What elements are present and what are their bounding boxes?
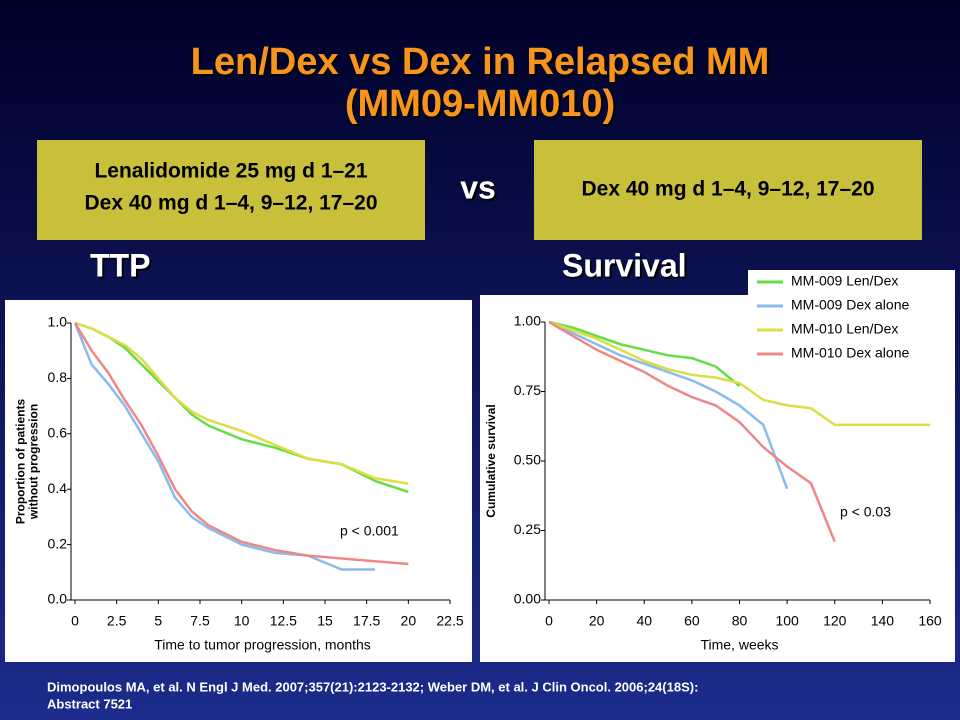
x-tick-label: 15 xyxy=(317,613,333,629)
x-tick-label: 100 xyxy=(775,613,799,629)
y-tick-label: 0.00 xyxy=(514,591,541,607)
y-tick-label: 0.4 xyxy=(48,480,68,496)
x-tick-label: 17.5 xyxy=(353,613,380,629)
y-tick-label: 0.2 xyxy=(48,535,68,551)
y-tick-label: 0.75 xyxy=(514,382,541,398)
x-tick-label: 80 xyxy=(732,613,748,629)
x-tick-label: 12.5 xyxy=(270,613,297,629)
footnote: Abstract 7521 xyxy=(47,696,132,711)
y-tick-label: 0.0 xyxy=(48,591,68,607)
x-tick-label: 0 xyxy=(545,613,553,629)
x-axis-label: Time to tumor progression, months xyxy=(154,637,371,653)
arm-text: Dex 40 mg d 1–4, 9–12, 17–20 xyxy=(581,178,874,201)
x-tick-label: 7.5 xyxy=(190,613,210,629)
arm-box xyxy=(37,140,425,240)
survival-curve xyxy=(548,320,741,387)
chart-title: TTP xyxy=(90,247,150,283)
legend-label: MM-010 Len/Dex xyxy=(791,321,898,337)
legend-panel xyxy=(748,270,955,300)
x-tick-label: 20 xyxy=(401,613,417,629)
y-tick-label: 1.0 xyxy=(48,314,68,330)
title: Len/Dex vs Dex in Relapsed MM xyxy=(191,41,770,83)
arm-box xyxy=(534,140,922,240)
legend-label: MM-010 Dex alone xyxy=(791,345,909,361)
survival-curve xyxy=(73,322,409,566)
survival-curve xyxy=(548,320,836,543)
title: (MM09-MM010) xyxy=(345,83,615,125)
arm-text: Dex 40 mg d 1–4, 9–12, 17–20 xyxy=(84,192,377,215)
x-tick-label: 22.5 xyxy=(436,613,463,629)
y-tick-label: 1.00 xyxy=(514,313,541,329)
footnote: Dimopoulos MA, et al. N Engl J Med. 2007… xyxy=(47,679,698,694)
y-axis-label: without progression xyxy=(27,404,41,520)
chart-title: Survival xyxy=(562,247,687,283)
x-tick-label: 140 xyxy=(871,613,895,629)
y-axis-label: Cumulative survival xyxy=(484,404,498,517)
annotation: p < 0.03 xyxy=(840,504,891,520)
x-tick-label: 10 xyxy=(234,613,250,629)
y-tick-label: 0.50 xyxy=(514,452,541,468)
legend-label: MM-009 Len/Dex xyxy=(791,273,898,289)
vs: vs xyxy=(460,169,496,205)
x-axis-label: Time, weeks xyxy=(700,637,778,653)
y-tick-label: 0.25 xyxy=(514,521,541,537)
survival-curve xyxy=(548,320,930,427)
annotation: p < 0.001 xyxy=(340,523,399,539)
x-tick-label: 20 xyxy=(589,613,605,629)
survival-curve xyxy=(548,320,789,490)
chart-panel xyxy=(5,300,472,662)
x-tick-label: 120 xyxy=(823,613,847,629)
y-tick-label: 0.8 xyxy=(48,369,68,385)
x-tick-label: 160 xyxy=(918,613,942,629)
arm-text: Lenalidomide 25 mg d 1–21 xyxy=(94,160,367,183)
x-tick-label: 40 xyxy=(636,613,652,629)
y-tick-label: 0.6 xyxy=(48,425,68,441)
x-tick-label: 2.5 xyxy=(107,613,127,629)
y-axis-label: Proportion of patients xyxy=(14,399,28,525)
x-tick-label: 0 xyxy=(71,613,79,629)
legend-label: MM-009 Dex alone xyxy=(791,297,909,313)
x-tick-label: 60 xyxy=(684,613,700,629)
x-tick-label: 5 xyxy=(154,613,162,629)
survival-curve xyxy=(74,321,409,485)
chart-panel xyxy=(480,295,955,662)
